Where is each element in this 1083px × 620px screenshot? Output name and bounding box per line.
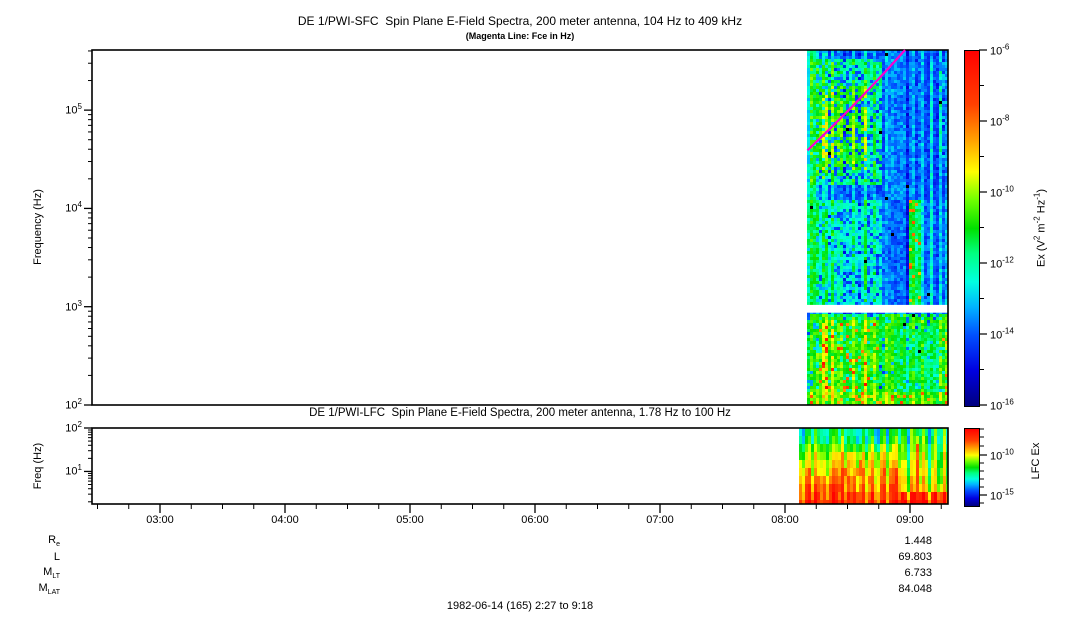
ephemeris-row-label: MLAT bbox=[38, 582, 61, 596]
ephemeris-row-value: 1.448 bbox=[904, 535, 932, 547]
ex-colorbar-tick-label: 10-12 bbox=[990, 255, 1014, 271]
lfc-y-tick-label: 102 bbox=[65, 419, 82, 435]
ex-colorbar-tick-label: 10-10 bbox=[990, 184, 1014, 200]
date-range-label: 1982-06-14 (165) 2:27 to 9:18 bbox=[446, 600, 594, 612]
ex-colorbar-tick-label: 10-6 bbox=[990, 42, 1010, 58]
x-tick-label: 09:00 bbox=[896, 514, 924, 526]
figure-subtitle: (Magenta Line: Fce in Hz) bbox=[465, 31, 575, 41]
lfc-spectrogram-canvas bbox=[799, 428, 948, 504]
ephemeris-row-label: L bbox=[53, 551, 60, 563]
ex-colorbar-units-label: Ex (V2 m-2 Hz-1) bbox=[1032, 188, 1048, 268]
lfc-colorbar bbox=[964, 428, 980, 507]
ex-colorbar bbox=[964, 50, 980, 407]
ex-colorbar-tick-label: 10-8 bbox=[990, 113, 1010, 129]
lfc-colorbar-units-label: LFC Ex bbox=[1030, 442, 1042, 480]
lfc-colorbar-tick-label: 10-15 bbox=[990, 487, 1014, 503]
x-tick-label: 07:00 bbox=[646, 514, 674, 526]
x-tick-label: 05:00 bbox=[396, 514, 424, 526]
x-tick-label: 03:00 bbox=[146, 514, 174, 526]
lfc-panel-title: DE 1/PWI-LFC Spin Plane E-Field Spectra,… bbox=[309, 407, 731, 419]
sfc-y-tick-label: 105 bbox=[65, 102, 82, 117]
ex-colorbar-tick-label: 10-16 bbox=[990, 397, 1014, 413]
ex-colorbar-tick-label: 10-14 bbox=[990, 326, 1014, 342]
ephemeris-row-label: MLT bbox=[43, 566, 60, 580]
lfc-y-tick-label: 101 bbox=[65, 463, 82, 479]
x-tick-label: 08:00 bbox=[771, 514, 799, 526]
ephemeris-row-value: 6.733 bbox=[904, 567, 932, 579]
x-tick-label: 04:00 bbox=[271, 514, 299, 526]
sfc-spectrogram-canvas bbox=[807, 50, 948, 405]
sfc-y-tick-label: 103 bbox=[65, 298, 82, 314]
lfc-colorbar-tick-label: 10-10 bbox=[990, 447, 1014, 463]
sfc-y-tick-label: 102 bbox=[65, 396, 82, 412]
sfc-y-tick-label: 104 bbox=[65, 200, 82, 216]
figure-title: DE 1/PWI-SFC Spin Plane E-Field Spectra,… bbox=[297, 14, 743, 28]
ephemeris-row-value: 84.048 bbox=[898, 583, 932, 595]
ephemeris-row-value: 69.803 bbox=[898, 551, 932, 563]
ephemeris-row-label: Re bbox=[48, 534, 60, 548]
x-tick-label: 06:00 bbox=[521, 514, 549, 526]
